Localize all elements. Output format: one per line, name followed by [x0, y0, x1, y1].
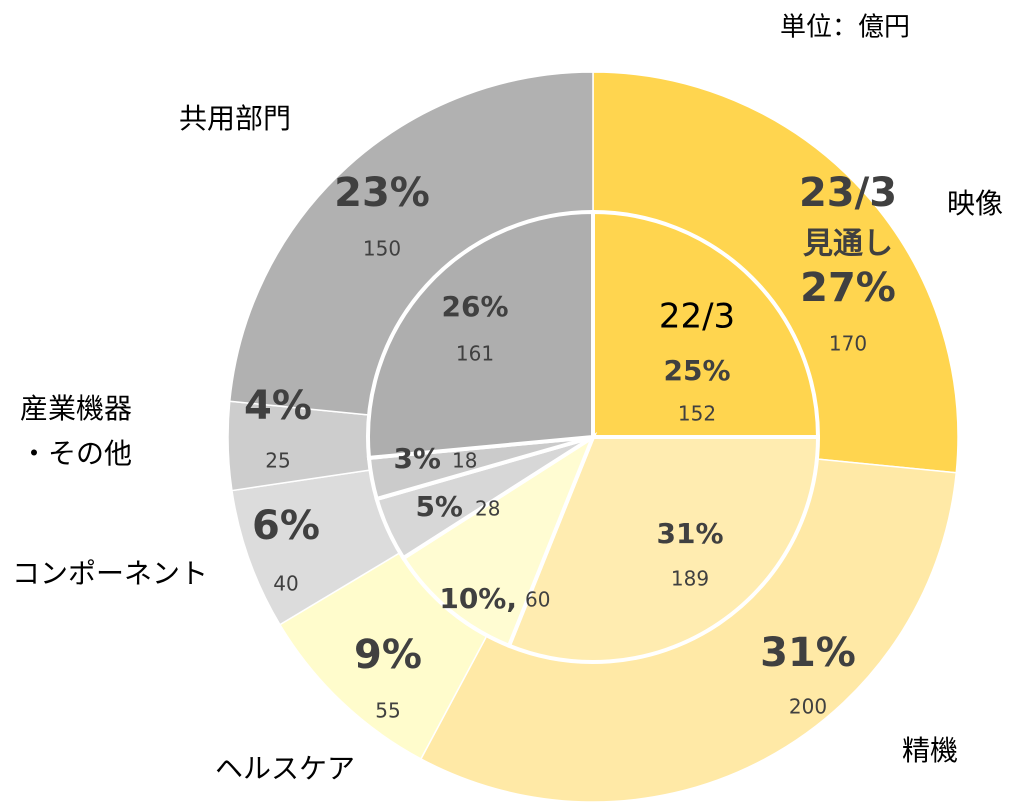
- category-label: 映像: [947, 187, 1003, 220]
- outer-percent-label: 23%: [334, 170, 430, 216]
- outer-value-label: 150: [363, 237, 401, 261]
- outer-percent-label: 6%: [252, 503, 320, 549]
- outer-value-label: 25: [265, 449, 290, 473]
- inner-series-name: 22/3: [659, 297, 735, 337]
- unit-label: 単位：億円: [780, 13, 910, 43]
- category-label-line: ・その他: [20, 437, 132, 470]
- category-label: ヘルスケア: [215, 752, 355, 785]
- outer-percent-label: 27%: [800, 265, 896, 311]
- outer-value-label: 55: [375, 699, 400, 723]
- category-label: 産業機器・その他: [20, 392, 132, 470]
- inner-slice: [506, 435, 821, 664]
- outer-series-name: 23/3: [799, 170, 897, 216]
- inner-percent-label: 3%: [393, 442, 441, 475]
- inner-percent-label: 25%: [663, 354, 730, 387]
- outer-value-label: 40: [273, 572, 298, 596]
- category-label: 精機: [902, 734, 958, 767]
- outer-percent-label: 31%: [760, 630, 856, 676]
- inner-value-label: 161: [456, 342, 494, 366]
- inner-slice: [400, 431, 598, 649]
- inner-slice: [366, 209, 595, 461]
- outer-percent-label: 4%: [244, 383, 312, 429]
- outer-percent-label: 9%: [354, 632, 422, 678]
- inner-value-label: 60: [525, 588, 550, 612]
- category-label: 共用部門: [179, 102, 291, 135]
- inner-percent-label: 31%: [656, 517, 723, 550]
- outer-value-label: 200: [789, 695, 827, 719]
- inner-slice: [591, 209, 821, 439]
- inner-value-label: 152: [678, 402, 716, 426]
- inner-value-label: 18: [452, 449, 477, 473]
- inner-percent-label: 5%: [415, 490, 463, 523]
- inner-value-label: 28: [475, 497, 500, 521]
- category-label: コンポーネント: [12, 557, 208, 590]
- inner-percent-label: 10%,: [439, 582, 517, 615]
- inner-percent-label: 26%: [441, 290, 508, 323]
- outer-series-note: 見通し: [803, 227, 893, 262]
- inner-value-label: 189: [671, 567, 709, 591]
- category-label-line: 産業機器: [20, 392, 132, 425]
- outer-value-label: 170: [829, 332, 867, 356]
